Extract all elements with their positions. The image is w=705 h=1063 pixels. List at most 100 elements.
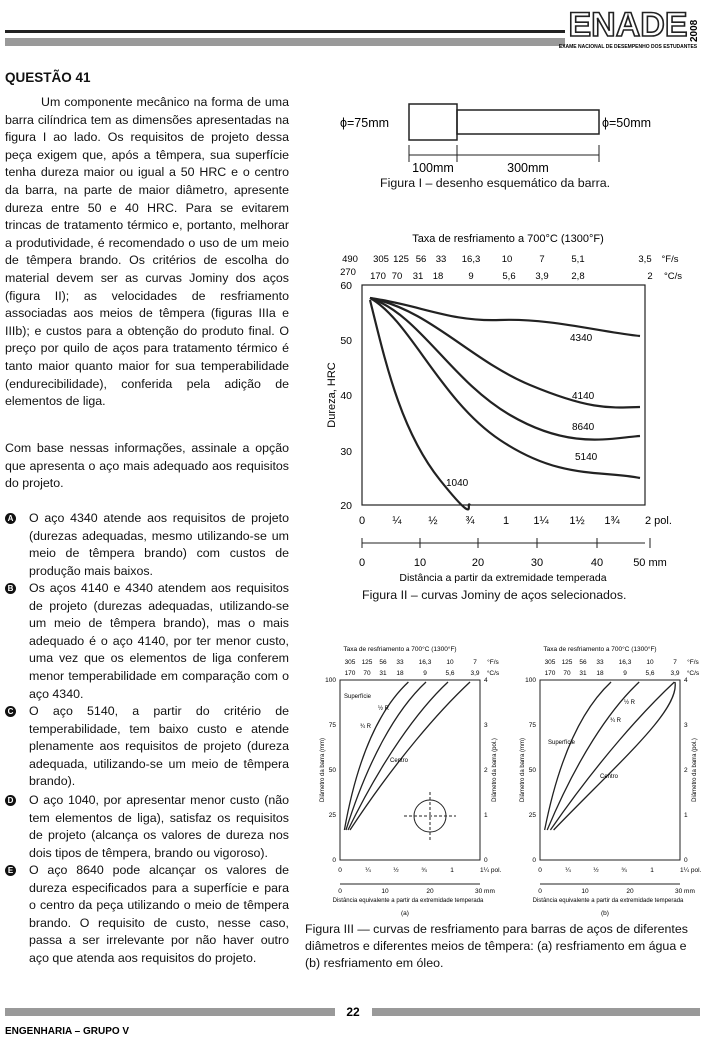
year: 2008	[689, 19, 700, 42]
label: 3,5	[638, 254, 651, 265]
label: 31	[379, 670, 387, 677]
label: 170	[545, 670, 556, 677]
label: 305	[345, 659, 356, 666]
label: 125	[362, 659, 373, 666]
label: 1½	[569, 515, 584, 527]
label: ½	[593, 866, 599, 874]
label: 0	[359, 515, 365, 527]
brand: ENADE	[568, 6, 687, 44]
option: B Os aços 4140 e 4340 atendem aos requisi…	[5, 580, 289, 703]
label: 3,9	[535, 271, 548, 282]
label: ½	[428, 515, 437, 527]
label: 0	[338, 867, 342, 874]
question-prompt: Com base nessas informações, assinale a …	[5, 441, 289, 491]
label: 125	[562, 659, 573, 666]
label: 4	[484, 677, 488, 684]
page-number: 22	[346, 1005, 360, 1019]
label: 8640	[572, 422, 595, 433]
label: 3	[684, 722, 688, 729]
label: 1¾	[604, 515, 620, 527]
label: 50	[529, 767, 537, 774]
label: Diâmetro da barra (mm)	[520, 738, 526, 802]
label: 10	[502, 254, 513, 265]
label: 75	[329, 722, 337, 729]
label: 10	[446, 659, 454, 666]
label: 20	[626, 888, 634, 895]
label: 30 mm	[475, 888, 495, 895]
label: 1	[684, 812, 688, 819]
label: 1	[484, 812, 488, 819]
label: 4	[684, 677, 688, 684]
label: 70	[363, 670, 371, 677]
label: 20	[426, 888, 434, 895]
label: Centro	[390, 758, 409, 764]
label: 56	[579, 659, 587, 666]
label: 1¼	[533, 515, 549, 527]
label: 4340	[570, 333, 593, 344]
label: 490	[342, 254, 358, 265]
curve	[343, 681, 409, 831]
label: 75	[529, 722, 537, 729]
option-text: Os aços 4140 e 4340 atendem aos requisit…	[29, 581, 289, 701]
label: 2	[647, 271, 652, 282]
label: 3	[484, 722, 488, 729]
label: 30 mm	[675, 888, 695, 895]
label: 305	[545, 659, 556, 666]
label: 10	[646, 659, 654, 666]
option: A O aço 4340 atende aos requisitos de pro…	[5, 510, 289, 580]
label: 40	[340, 390, 352, 402]
label: °F/s	[662, 254, 679, 265]
label: Diâmetro da barra (pol.)	[692, 738, 698, 802]
option-text: O aço 5140, a partir do critério de temp…	[29, 704, 289, 789]
label: 0	[532, 857, 536, 864]
label: Distância a partir da extremidade temper…	[399, 572, 606, 584]
label: 50 mm	[633, 557, 667, 569]
label: ¾	[465, 515, 475, 527]
label: 16,3	[419, 659, 432, 666]
option-letter: A	[5, 513, 16, 524]
label: 0	[484, 857, 488, 864]
header-rule	[5, 30, 565, 33]
label: Superfície	[344, 694, 372, 700]
label: 5,1	[571, 254, 584, 265]
label: ¾	[421, 867, 427, 874]
label: 40	[591, 557, 603, 569]
label: 270	[340, 267, 356, 278]
label: 0	[684, 857, 688, 864]
footer-bar	[5, 1008, 335, 1016]
label: 16,3	[462, 254, 481, 265]
label: ½ R	[378, 705, 390, 712]
bar-small	[456, 109, 600, 135]
label: 18	[596, 670, 604, 677]
option-letter: E	[5, 865, 16, 876]
label: 5,6	[445, 670, 454, 677]
label: 9	[468, 271, 473, 282]
label: Diâmetro da barra (pol.)	[492, 738, 498, 802]
option: E O aço 8640 pode alcançar os valores de …	[5, 862, 289, 968]
label: (b)	[601, 910, 609, 917]
label: 33	[396, 659, 404, 666]
label: Dureza, HRC	[326, 362, 338, 427]
figure-caption: Figura I – desenho esquemático da barra.	[380, 176, 611, 190]
label: 3,9	[470, 670, 479, 677]
label: Taxa de resfriamento a 700°C (1300°F)	[343, 645, 456, 653]
label: 100	[525, 677, 536, 684]
label: 125	[393, 254, 409, 265]
brand-subtitle: EXAME NACIONAL DE DESEMPENHO DOS ESTUDAN…	[559, 44, 698, 50]
figure-caption: Figura II – curvas Jominy de aços seleci…	[362, 588, 627, 602]
label: 10	[581, 888, 589, 895]
label: Taxa de resfriamento a 700°C (1300°F)	[412, 233, 604, 245]
label: 0	[338, 888, 342, 895]
label: 0	[538, 888, 542, 895]
label: ¾ R	[360, 724, 372, 730]
label: ϕ=75mm	[340, 116, 389, 130]
label: 70	[392, 271, 403, 282]
curve	[369, 297, 641, 480]
label: ½	[393, 866, 399, 874]
option-letter: B	[5, 583, 16, 594]
label: 3,9	[670, 670, 679, 677]
label: ¼	[365, 867, 371, 874]
label: (a)	[401, 910, 409, 917]
option: C O aço 5140, a partir do critério de tem…	[5, 703, 289, 791]
